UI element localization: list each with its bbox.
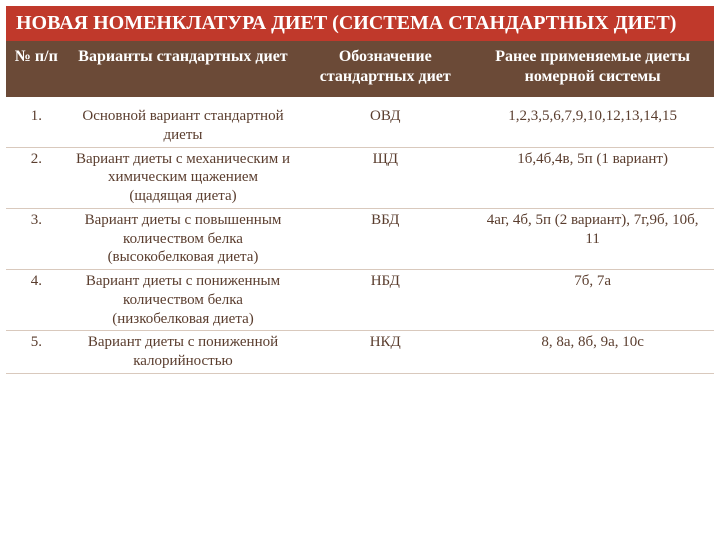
cell-abbr: НКД xyxy=(299,331,471,374)
cell-num: 3. xyxy=(6,208,67,269)
cell-variant: Вариант диеты с повышенным количеством б… xyxy=(67,208,300,269)
cell-abbr: ВБД xyxy=(299,208,471,269)
cell-variant: Вариант диеты с пониженной калорийностью xyxy=(67,331,300,374)
cell-old: 1,2,3,5,6,7,9,10,12,13,14,15 xyxy=(471,97,714,147)
cell-old: 7б, 7а xyxy=(471,270,714,331)
table-row: 2. Вариант диеты с механическим и химиче… xyxy=(6,147,714,208)
title-bar: НОВАЯ НОМЕНКЛАТУРА ДИЕТ (СИСТЕМА СТАНДАР… xyxy=(6,6,714,41)
cell-old: 8, 8а, 8б, 9а, 10с xyxy=(471,331,714,374)
table-row: 1. Основной вариант стандартной диеты ОВ… xyxy=(6,97,714,147)
col-header-variant: Варианты стандартных диет xyxy=(67,41,300,97)
table-body: 1. Основной вариант стандартной диеты ОВ… xyxy=(6,97,714,373)
cell-num: 2. xyxy=(6,147,67,208)
cell-num: 4. xyxy=(6,270,67,331)
cell-variant: Вариант диеты с механическим и химически… xyxy=(67,147,300,208)
table-row: 5. Вариант диеты с пониженной калорийнос… xyxy=(6,331,714,374)
cell-abbr: ЩД xyxy=(299,147,471,208)
diet-table: № п/п Варианты стандартных диет Обозначе… xyxy=(6,41,714,374)
col-header-abbr: Обозначение стандартных диет xyxy=(299,41,471,97)
table-row: 3. Вариант диеты с повышенным количество… xyxy=(6,208,714,269)
cell-old: 4аг, 4б, 5п (2 вариант), 7г,9б, 10б, 11 xyxy=(471,208,714,269)
cell-num: 1. xyxy=(6,97,67,147)
cell-abbr: ОВД xyxy=(299,97,471,147)
cell-abbr: НБД xyxy=(299,270,471,331)
col-header-old: Ранее применяемые диеты номерной системы xyxy=(471,41,714,97)
cell-old: 1б,4б,4в, 5п (1 вариант) xyxy=(471,147,714,208)
cell-variant: Вариант диеты с пониженным количеством б… xyxy=(67,270,300,331)
title-text: НОВАЯ НОМЕНКЛАТУРА ДИЕТ (СИСТЕМА СТАНДАР… xyxy=(16,12,676,34)
cell-num: 5. xyxy=(6,331,67,374)
table-header: № п/п Варианты стандартных диет Обозначе… xyxy=(6,41,714,97)
col-header-num: № п/п xyxy=(6,41,67,97)
table-row: 4. Вариант диеты с пониженным количество… xyxy=(6,270,714,331)
cell-variant: Основной вариант стандартной диеты xyxy=(67,97,300,147)
